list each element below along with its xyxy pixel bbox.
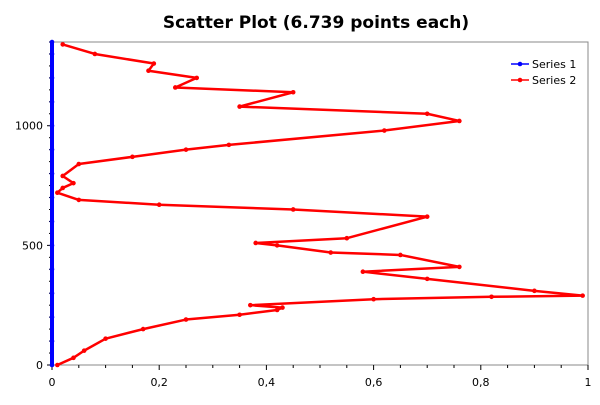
data-point xyxy=(49,338,55,344)
data-point xyxy=(183,317,189,322)
data-point xyxy=(130,154,135,160)
data-point xyxy=(183,147,189,152)
data-point xyxy=(60,42,66,47)
data-point xyxy=(49,51,55,57)
data-point xyxy=(328,250,334,255)
legend-swatch-marker xyxy=(517,61,523,67)
data-point xyxy=(156,202,162,207)
data-point xyxy=(71,355,76,361)
legend-item-series-1: Series 1 xyxy=(511,58,576,71)
data-point xyxy=(55,190,60,196)
data-point xyxy=(60,173,66,179)
data-point xyxy=(76,197,82,203)
chart-title: Scatter Plot (6.739 points each) xyxy=(163,13,469,33)
data-point xyxy=(274,243,280,248)
data-point xyxy=(81,348,87,353)
data-point xyxy=(92,51,98,57)
data-point xyxy=(49,99,55,105)
data-point xyxy=(489,294,494,300)
axes: 0 0,2 0,4 0,6 0,8 1 0 500 1000 xyxy=(15,41,592,389)
data-point xyxy=(280,305,285,310)
data-point xyxy=(172,85,178,90)
legend-item-series-2: Series 2 xyxy=(511,74,576,87)
data-point xyxy=(274,307,280,313)
data-point xyxy=(457,118,462,124)
data-point xyxy=(140,326,146,332)
data-point xyxy=(371,296,376,302)
data-point xyxy=(60,185,66,191)
series-line xyxy=(56,43,584,367)
data-point xyxy=(49,243,55,248)
data-point xyxy=(290,89,296,95)
data-point xyxy=(424,111,430,117)
data-point xyxy=(237,312,242,318)
data-point xyxy=(226,142,232,148)
data-point xyxy=(344,235,350,241)
data-point xyxy=(248,302,253,308)
series-layer xyxy=(49,39,585,368)
data-point xyxy=(49,362,55,368)
data-point xyxy=(382,128,387,133)
data-point xyxy=(580,293,585,298)
data-point xyxy=(76,161,82,167)
data-point xyxy=(49,39,55,45)
legend: Series 1 Series 2 xyxy=(511,58,576,87)
data-point xyxy=(424,276,430,282)
data-point xyxy=(360,269,366,274)
data-point xyxy=(49,290,55,296)
y-tick-label: 0 xyxy=(36,359,43,372)
x-tick-label: 0 xyxy=(49,376,56,389)
x-tick-label: 0,2 xyxy=(150,376,168,389)
y-tick-label: 500 xyxy=(22,239,43,252)
y-tick-label: 1000 xyxy=(15,120,43,133)
data-point xyxy=(55,362,60,368)
x-tick-label: 0,6 xyxy=(365,376,383,389)
data-point xyxy=(146,68,151,74)
data-point xyxy=(49,123,55,129)
data-point xyxy=(71,180,76,186)
data-point xyxy=(424,214,430,219)
x-tick-label: 1 xyxy=(585,376,592,389)
data-point xyxy=(49,171,55,176)
data-point xyxy=(237,104,242,109)
data-point xyxy=(398,252,403,258)
data-point xyxy=(532,288,537,294)
data-point xyxy=(49,147,55,152)
data-point xyxy=(103,336,108,341)
x-tick-label: 0,8 xyxy=(472,376,490,389)
legend-label: Series 1 xyxy=(532,58,576,71)
data-point xyxy=(457,264,462,270)
legend-swatch-marker xyxy=(517,77,523,83)
data-point xyxy=(194,75,200,81)
legend-label: Series 2 xyxy=(532,74,576,87)
series-2 xyxy=(55,42,585,368)
data-point xyxy=(49,314,55,320)
data-point xyxy=(49,195,55,200)
data-point xyxy=(253,240,258,246)
data-point xyxy=(290,207,296,212)
data-point xyxy=(151,61,157,66)
series-1 xyxy=(49,39,55,368)
data-point xyxy=(49,266,55,272)
x-tick-label: 0,4 xyxy=(258,376,276,389)
data-point xyxy=(49,75,55,81)
data-point xyxy=(49,219,55,224)
